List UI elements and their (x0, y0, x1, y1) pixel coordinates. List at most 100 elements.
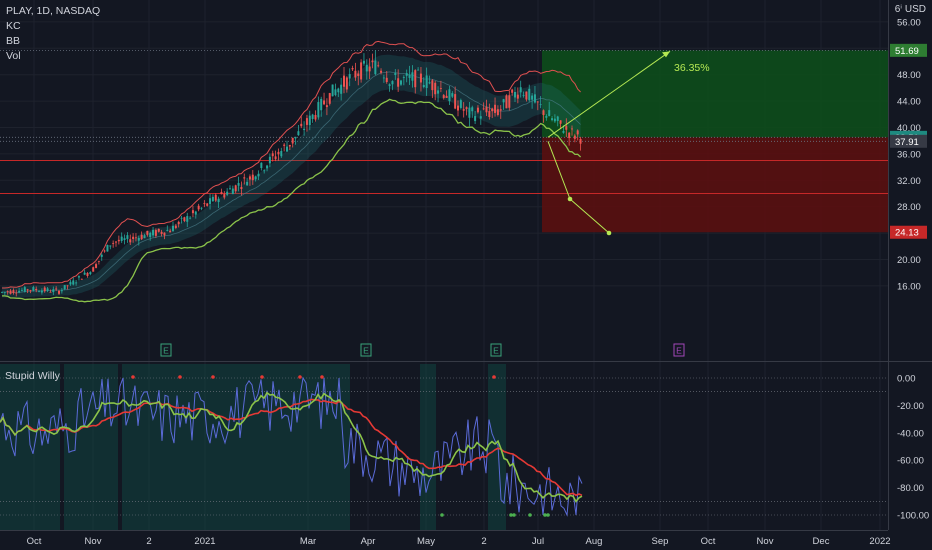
candle-body (539, 104, 542, 106)
candle-body (494, 104, 497, 113)
time-tick-label: Aug (586, 536, 603, 547)
candle-body (397, 78, 400, 87)
candle-body (26, 289, 29, 291)
indicator-kc-label[interactable]: KC (6, 20, 21, 32)
indicator-tick-label: -100.00 (897, 511, 929, 522)
candle-body (95, 264, 98, 268)
candle-body (442, 95, 445, 98)
candle-body (166, 229, 169, 231)
candle-body (194, 211, 197, 215)
candle-body (576, 130, 579, 135)
earnings-marker-label: E (363, 346, 369, 356)
candle-body (154, 230, 157, 236)
candle-body (254, 176, 257, 180)
candle-body (457, 105, 459, 111)
candle-body (20, 289, 23, 291)
indicator-shade-band (122, 364, 350, 530)
candle-body (454, 94, 457, 109)
basis-line (2, 71, 581, 294)
candle-body (382, 77, 385, 79)
time-tick-label: May (417, 536, 435, 547)
candle-body (203, 203, 206, 205)
candle-body (214, 194, 217, 201)
candle-body (300, 123, 303, 127)
candle-body (573, 135, 576, 139)
oversold-signal-dot (546, 513, 550, 517)
candle-body (280, 150, 283, 157)
candle-body (109, 245, 112, 247)
candle-body (97, 260, 100, 262)
candle-body (229, 188, 231, 190)
candle-body (505, 95, 508, 109)
candle-body (531, 95, 534, 100)
candle-body (405, 73, 408, 76)
candle-body (149, 232, 152, 238)
candle-body (474, 116, 477, 122)
candle-body (354, 70, 357, 78)
candle-body (525, 91, 528, 100)
candle-body (559, 120, 562, 124)
candle-body (157, 228, 160, 232)
candle-body (365, 64, 368, 72)
candle-body (191, 210, 194, 214)
indicator-title[interactable]: Stupid Willy (5, 370, 60, 382)
candle-body (471, 107, 474, 112)
candle-body (143, 235, 146, 239)
candle-body (291, 137, 294, 144)
candle-body (72, 280, 75, 285)
candle-body (391, 81, 394, 85)
candle-body (545, 115, 548, 118)
candle-body (305, 118, 308, 125)
candle-body (542, 110, 545, 116)
candle-body (257, 173, 260, 177)
candle-body (414, 70, 417, 88)
candle-body (451, 93, 454, 97)
candle-body (340, 84, 343, 94)
candle-body (248, 176, 251, 180)
indicator-bb-label[interactable]: BB (6, 35, 21, 47)
candle-body (43, 287, 46, 292)
candle-body (40, 290, 43, 293)
candle-body (553, 118, 556, 122)
candle-body (360, 62, 363, 80)
candle-body (314, 114, 317, 120)
candle-body (419, 73, 422, 83)
price-label-text: 51.69 (895, 46, 919, 57)
candle-body (528, 88, 531, 101)
time-tick-label: Dec (813, 536, 830, 547)
candle-body (568, 132, 571, 139)
candle-body (562, 131, 565, 133)
candle-body (209, 198, 212, 204)
stop-arrow-line-2 (569, 198, 610, 234)
candle-body (18, 290, 21, 293)
candle-body (448, 89, 451, 102)
candle-body (55, 288, 58, 290)
indicator-vol-label[interactable]: Vol (6, 50, 21, 62)
indicator-shade-band (0, 364, 60, 530)
candle-body (479, 116, 482, 119)
candle-body (163, 232, 166, 236)
symbol-label[interactable]: PLAY, 1D, NASDAQ (6, 5, 101, 17)
candle-body (565, 126, 568, 130)
candle-body (77, 276, 80, 278)
candle-body (217, 198, 220, 203)
candle-body (533, 94, 536, 103)
candle-body (385, 77, 388, 83)
candle-body (348, 74, 351, 79)
currency-code: USD (904, 4, 926, 15)
candle-body (137, 237, 140, 241)
candle-body (103, 250, 106, 252)
candle-body (46, 288, 49, 291)
candle-body (368, 66, 371, 72)
candle-body (23, 287, 26, 292)
candle-body (169, 230, 172, 233)
target-zone (542, 50, 888, 138)
time-tick-label: Apr (361, 536, 376, 547)
overbought-signal-dot (178, 375, 182, 379)
candle-body (551, 118, 554, 121)
candle-body (211, 196, 214, 202)
bollinger-lower-line (2, 98, 582, 303)
currency-label[interactable]: 6ⁱ USD (895, 4, 926, 15)
candle-body (246, 181, 249, 186)
